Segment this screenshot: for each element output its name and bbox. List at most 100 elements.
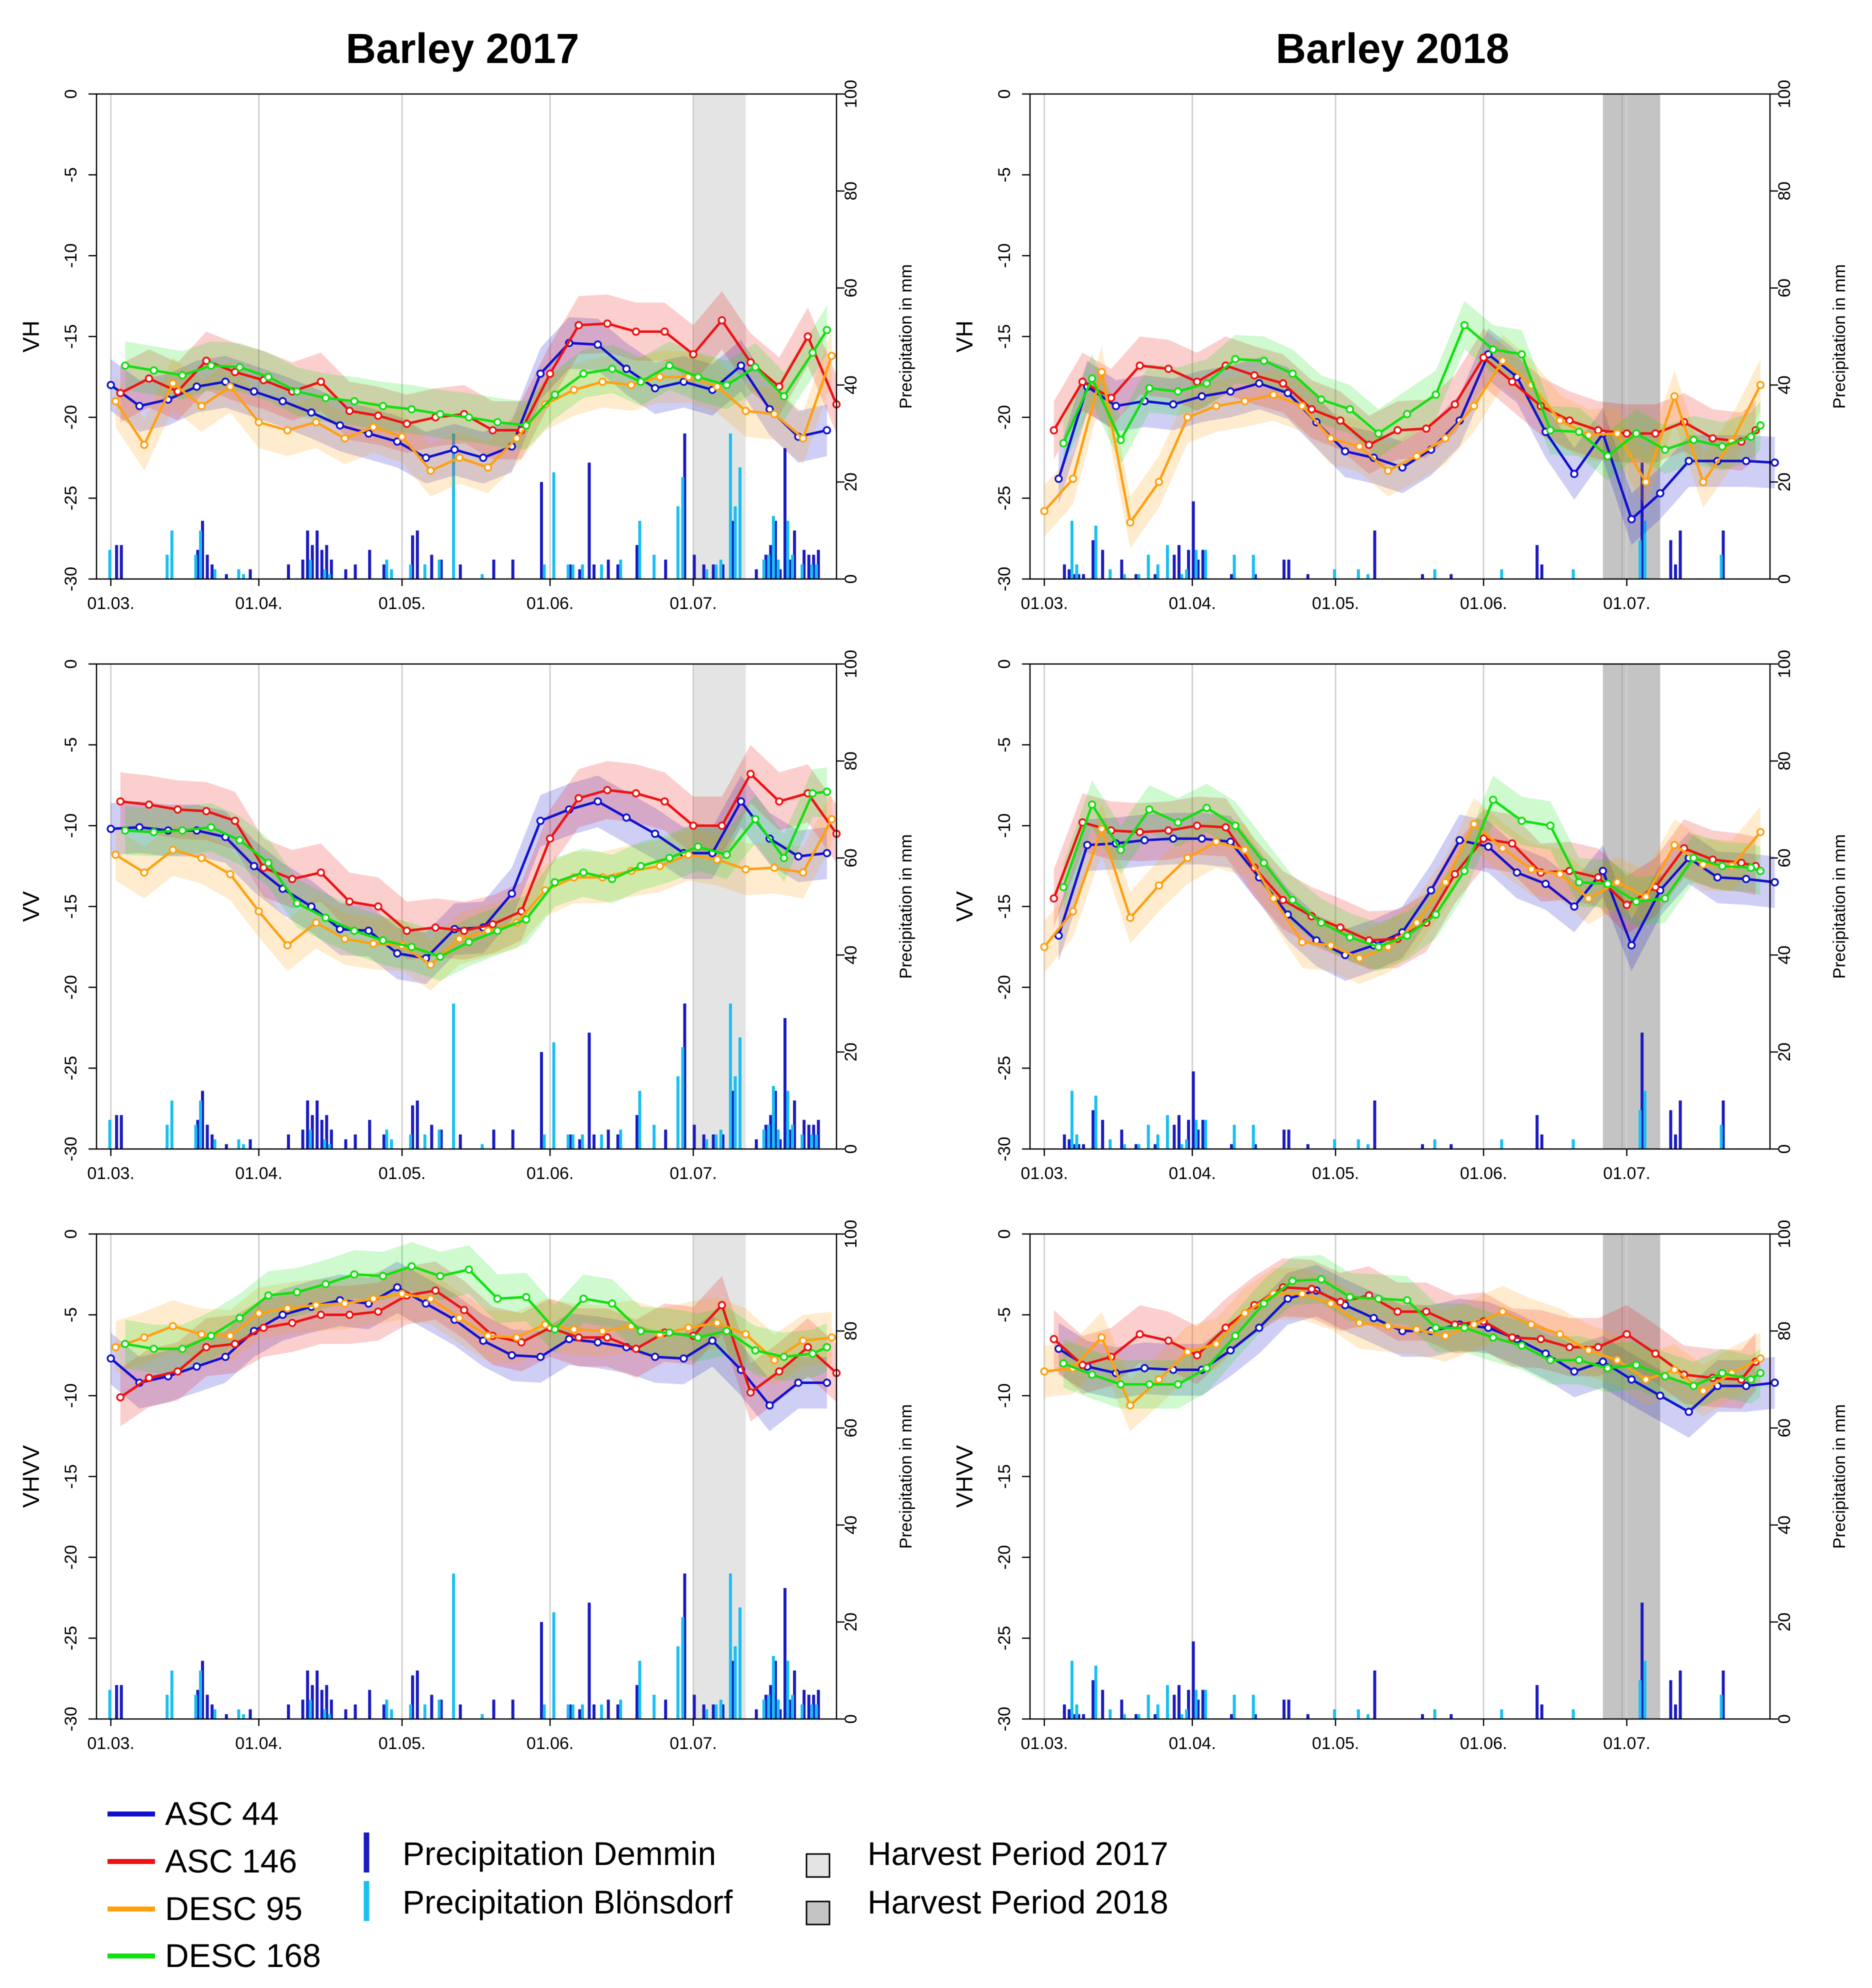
panel-2-point-desc-168-19 xyxy=(1574,428,1584,436)
panel-2-series-desc-168 xyxy=(1059,321,1765,460)
panel-4-precip xyxy=(1062,1032,1725,1149)
panel-3-point-desc-168-11 xyxy=(407,942,416,952)
panel-3-band-desc-95 xyxy=(116,793,832,991)
panel-3-point-asc-44-11 xyxy=(393,949,402,958)
panel-3-point-desc-168-19 xyxy=(636,862,645,870)
panel-6-point-desc-95-6 xyxy=(1183,1348,1192,1356)
panel-2-point-desc-168-2 xyxy=(1088,374,1096,383)
panel-5-ytick-label-6: -25 xyxy=(62,1626,80,1650)
panel-6-harvest-period xyxy=(1602,1234,1660,1719)
panel-6-point-desc-168-25 xyxy=(1746,1375,1756,1384)
panel-6-point-asc-146-17 xyxy=(1508,1333,1516,1342)
panel-3-point-asc-44-15 xyxy=(508,889,516,898)
panel-3-point-asc-146-7 xyxy=(288,874,296,884)
panel-2-point-asc-146-15 xyxy=(1450,400,1460,409)
panel-4-point-asc-44-2 xyxy=(1083,840,1092,850)
panel-3-series-desc-168 xyxy=(121,788,832,961)
panel-4-point-asc-44-18 xyxy=(1541,880,1550,888)
panel-5-point-asc-146-3 xyxy=(174,1367,182,1376)
panel-4-point-asc-146-1 xyxy=(1050,894,1058,903)
panel-6-point-desc-168-17 xyxy=(1518,1341,1526,1350)
panel-3-point-asc-146-22 xyxy=(718,822,726,830)
panel-5-ytick-label-4: -15 xyxy=(62,1464,80,1488)
legend: ASC 44 ASC 146 DESC 95 DESC 168 Precipit… xyxy=(108,1795,1168,1974)
panel-1-ytick-label-4: -15 xyxy=(62,324,80,348)
panel-1-point-desc-168-22 xyxy=(722,380,731,390)
panel-1-line-asc-146 xyxy=(120,318,838,432)
panel-6-point-desc-95-4 xyxy=(1126,1401,1134,1410)
panel-3-point-desc-168-3 xyxy=(178,826,187,835)
panel-3-point-desc-95-8 xyxy=(312,918,320,927)
panel-2-point-asc-44-23 xyxy=(1684,456,1693,466)
panel-3-point-desc-95-4 xyxy=(197,854,206,862)
panel-5-xtick-label-4: 01.06. xyxy=(526,1734,574,1753)
panel-2-point-asc-44-9 xyxy=(1284,388,1292,398)
panel-5-point-asc-44-5 xyxy=(221,1352,230,1361)
panel-6-point-asc-44-21 xyxy=(1627,1375,1636,1384)
panel-6-point-desc-168-4 xyxy=(1145,1380,1154,1388)
panel-2-point-asc-44-25 xyxy=(1742,456,1750,466)
panel-1-series-desc-95 xyxy=(111,352,836,475)
panel-2-line-desc-95 xyxy=(1043,358,1762,526)
panel-5-point-asc-146-10 xyxy=(374,1307,382,1316)
panel-2-point-desc-95-4 xyxy=(1126,518,1134,527)
panel-2-point-asc-44-5 xyxy=(1169,400,1178,409)
panel-1-point-desc-168-7 xyxy=(292,387,302,396)
panel-5-point-asc-146-4 xyxy=(202,1343,210,1352)
panel-6-point-desc-95-26 xyxy=(1756,1354,1765,1363)
panel-2-point-desc-95-5 xyxy=(1154,478,1164,486)
panel-5-line-desc-95 xyxy=(115,1292,832,1362)
panel-3-point-desc-168-8 xyxy=(322,914,330,922)
panel-1-point-asc-44-8 xyxy=(307,408,316,417)
panel-3-point-desc-168-14 xyxy=(493,926,502,935)
panel-1-point-desc-95-9 xyxy=(340,434,349,442)
panel-2-point-asc-146-5 xyxy=(1164,364,1173,373)
panel-1-point-asc-44-1 xyxy=(106,380,115,390)
panel-2-precip xyxy=(1062,462,1725,579)
panel-2-point-desc-95-12 xyxy=(1355,442,1364,451)
panel-4-point-desc-95-15 xyxy=(1441,878,1450,886)
panel-2-point-desc-95-2 xyxy=(1068,474,1078,483)
panel-2-point-desc-95-15 xyxy=(1441,434,1450,442)
panel-5-point-desc-168-11 xyxy=(407,1262,416,1270)
panel-6-point-desc-168-2 xyxy=(1088,1370,1096,1379)
panel-2-point-asc-146-11 xyxy=(1336,416,1344,425)
panel-3: 0 -5 -10 -15 -20 -25 -30 100 80 60 40 20 0 01.03. 01.0… xyxy=(18,650,916,1183)
panel-2-point-asc-146-8 xyxy=(1250,371,1259,380)
panel-6-point-desc-95-22 xyxy=(1642,1375,1650,1384)
panel-4-point-asc-146-4 xyxy=(1136,828,1144,836)
panel-1-point-desc-168-20 xyxy=(665,361,674,370)
panel-1-point-asc-146-14 xyxy=(488,426,497,434)
panel-5-series-desc-168 xyxy=(121,1262,832,1361)
panel-5-point-desc-95-14 xyxy=(484,1332,492,1340)
panel-6-point-desc-168-18 xyxy=(1546,1356,1555,1364)
panel-2-y2tick-label-2: 80 xyxy=(1775,182,1794,200)
panel-1-point-desc-95-22 xyxy=(713,382,722,391)
panel-6-point-desc-168-15 xyxy=(1460,1324,1469,1332)
panel-3-line-asc-146 xyxy=(120,772,838,932)
panel-2-point-desc-95-26 xyxy=(1756,380,1765,390)
panel-6-point-asc-44-7 xyxy=(1226,1346,1235,1355)
panel-4-point-desc-168-3 xyxy=(1116,846,1125,854)
panel-5-point-desc-95-9 xyxy=(340,1299,349,1308)
panel-2-ytick-label-5: -20 xyxy=(995,405,1014,430)
panel-1-line-desc-168 xyxy=(124,329,828,427)
panel-4-y2tick-label-6: 0 xyxy=(1775,1144,1794,1154)
panel-3-xtick-label-2: 01.04. xyxy=(235,1164,282,1183)
panel-3-point-desc-168-26 xyxy=(822,788,832,796)
panel-4-point-desc-95-23 xyxy=(1670,840,1679,850)
panel-1-ytick-label-5: -20 xyxy=(62,405,80,430)
panel-6-point-desc-168-16 xyxy=(1488,1333,1498,1342)
panel-3-point-desc-95-26 xyxy=(828,815,836,824)
panel-2-point-desc-95-1 xyxy=(1040,506,1048,516)
panel-5-xtick-label-5: 01.07. xyxy=(670,1734,717,1753)
panel-2-point-desc-95-23 xyxy=(1670,392,1679,400)
panel-2-xtick-label-4: 01.06. xyxy=(1460,594,1508,613)
panel-3-point-desc-95-25 xyxy=(798,868,808,877)
panel-1: 0 -5 -10 -15 -20 -25 -30 100 80 60 40 20 0 01.03. 01.0… xyxy=(18,80,916,613)
panel-3-point-desc-95-12 xyxy=(426,960,435,969)
panel-2-point-desc-168-15 xyxy=(1460,321,1469,330)
panel-3-point-asc-44-9 xyxy=(336,925,344,934)
panel-1-point-desc-95-20 xyxy=(656,372,664,382)
panel-5-point-asc-146-18 xyxy=(603,1333,612,1342)
